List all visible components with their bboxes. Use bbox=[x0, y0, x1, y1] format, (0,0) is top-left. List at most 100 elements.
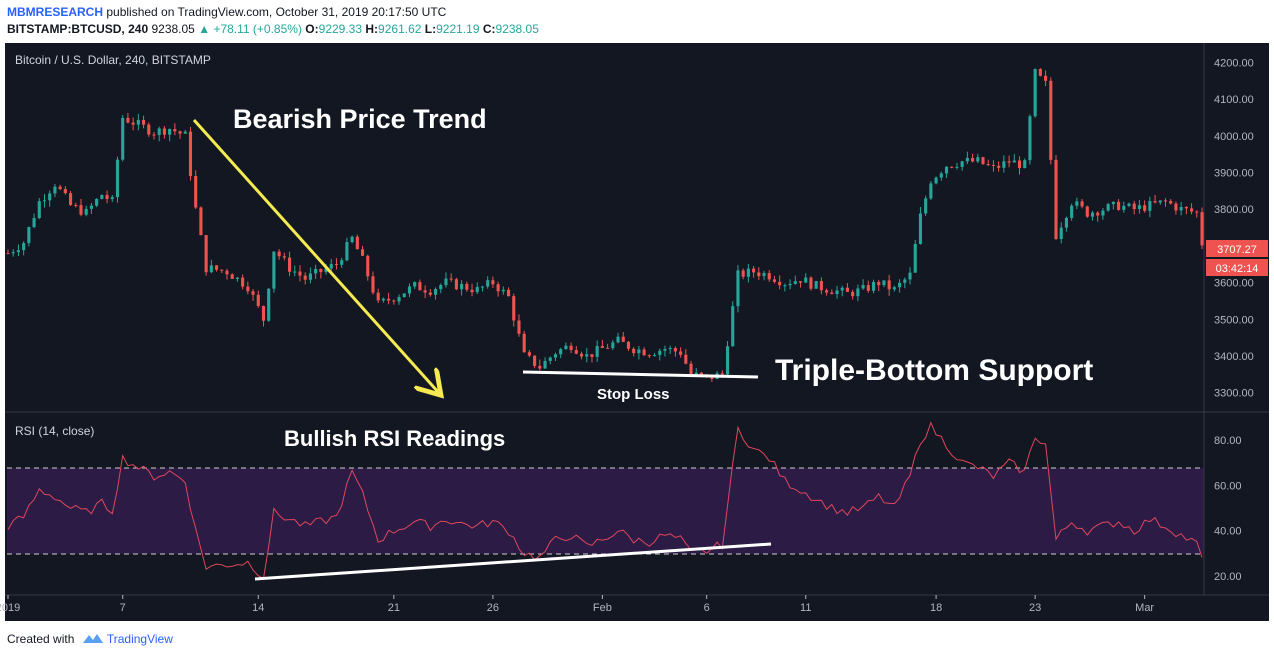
candle-body bbox=[772, 279, 777, 282]
candle-body bbox=[350, 236, 354, 243]
candle-body bbox=[1106, 204, 1110, 211]
candle-body bbox=[1075, 201, 1079, 206]
tradingview-link[interactable]: TradingView bbox=[106, 632, 173, 646]
price-tick-label: 3300.00 bbox=[1214, 388, 1254, 400]
candle-body bbox=[314, 268, 318, 274]
candle-body bbox=[142, 119, 146, 125]
price-axis[interactable]: 4200.004100.004000.003900.003800.003700.… bbox=[1214, 57, 1254, 399]
rsi-line bbox=[7, 421, 1203, 580]
candle-body bbox=[898, 282, 902, 288]
candle-body bbox=[825, 290, 829, 293]
candle-body bbox=[553, 354, 558, 358]
candle-body bbox=[298, 271, 302, 276]
candle-body bbox=[814, 281, 818, 289]
candle-body bbox=[303, 275, 307, 280]
time-tick-label: 21 bbox=[388, 602, 400, 614]
candle-body bbox=[1117, 201, 1121, 210]
support-line[interactable] bbox=[522, 370, 759, 379]
candle-body bbox=[355, 236, 359, 250]
candle-body bbox=[48, 193, 52, 201]
countdown-tag bbox=[1206, 259, 1268, 276]
symbol-label: BITSTAMP:BTCUSD, 240 bbox=[7, 22, 149, 36]
candle-body bbox=[960, 161, 964, 167]
time-axis[interactable]: 2019 7 14 21 26 Feb 6 11 18 23 Mar bbox=[0, 595, 1154, 614]
candle-body bbox=[997, 165, 1001, 168]
candle-body bbox=[783, 285, 787, 287]
candle-body bbox=[1038, 69, 1042, 76]
candle-body bbox=[866, 285, 870, 291]
candle-body bbox=[632, 348, 636, 354]
candle-body bbox=[658, 350, 662, 356]
candle-body bbox=[42, 200, 47, 202]
time-tick-label: 11 bbox=[800, 602, 811, 614]
candle-body bbox=[1190, 208, 1194, 212]
candle-body bbox=[1184, 207, 1188, 209]
candle-body bbox=[543, 360, 547, 369]
created-with-text: Created with bbox=[7, 632, 75, 646]
candle-body bbox=[392, 300, 396, 302]
bearish-trend-arrow[interactable] bbox=[192, 118, 439, 393]
candle-body bbox=[1179, 207, 1183, 211]
candle-body bbox=[6, 253, 10, 255]
candle-body bbox=[798, 281, 803, 283]
candle-body bbox=[74, 204, 78, 206]
candle-body bbox=[725, 346, 730, 375]
candle-body bbox=[918, 213, 923, 244]
candle-body bbox=[491, 280, 495, 285]
candle-body bbox=[1148, 201, 1152, 211]
ohlc-legend: BITSTAMP:BTCUSD, 240 9238.05 ▲ +78.11 (+… bbox=[7, 22, 539, 36]
candle-body bbox=[209, 265, 213, 273]
candle-body bbox=[1195, 211, 1199, 213]
candle-body bbox=[183, 131, 187, 134]
bearish-trend-label: Bearish Price Trend bbox=[233, 104, 487, 134]
candle-body bbox=[501, 289, 505, 292]
candle-body bbox=[934, 177, 938, 184]
candle-body bbox=[736, 270, 740, 307]
triple-bottom-label: Triple-Bottom Support bbox=[775, 354, 1093, 387]
rsi-trend-line[interactable] bbox=[254, 542, 772, 581]
candle-body bbox=[637, 349, 641, 354]
candle-body bbox=[924, 198, 928, 214]
candle-body bbox=[971, 157, 975, 162]
rsi-band bbox=[7, 468, 1204, 554]
candle-body bbox=[460, 283, 464, 290]
candle-body bbox=[22, 243, 26, 251]
candle-body bbox=[517, 320, 521, 334]
candle-body bbox=[877, 281, 881, 286]
time-tick-label: 2019 bbox=[0, 602, 20, 614]
candle-body bbox=[220, 269, 224, 271]
candle-body bbox=[1049, 80, 1053, 160]
price-tick-label: 4200.00 bbox=[1214, 57, 1254, 69]
candle-body bbox=[1044, 75, 1048, 81]
close-label: C: bbox=[482, 22, 496, 36]
price-tick-label: 3400.00 bbox=[1214, 351, 1254, 363]
candle-body bbox=[741, 270, 745, 277]
candle-body bbox=[84, 208, 88, 215]
rsi-axis[interactable]: 80.00 60.00 40.00 20.00 bbox=[1214, 435, 1242, 583]
candle-body bbox=[1174, 203, 1178, 211]
candle-body bbox=[496, 284, 500, 292]
price-tick-label: 3800.00 bbox=[1214, 204, 1254, 216]
candle-body bbox=[486, 280, 490, 287]
candle-body bbox=[1023, 160, 1027, 169]
candle-body bbox=[152, 134, 156, 136]
candle-body bbox=[595, 345, 599, 357]
candle-body bbox=[1111, 201, 1115, 205]
author-link[interactable]: MBMRESEARCH bbox=[7, 5, 103, 19]
candle-body bbox=[626, 341, 631, 349]
candle-body bbox=[642, 349, 646, 356]
candle-body bbox=[162, 128, 166, 135]
candle-body bbox=[559, 349, 563, 355]
candle-body bbox=[1158, 200, 1162, 203]
candle-body bbox=[340, 260, 344, 265]
candle-body bbox=[574, 350, 578, 354]
last-price-tag-text: 3707.27 bbox=[1217, 244, 1257, 256]
candle-body bbox=[652, 355, 657, 357]
candle-body bbox=[1085, 206, 1089, 217]
candle-body bbox=[63, 189, 67, 194]
candle-body bbox=[1070, 205, 1074, 218]
candle-body bbox=[1096, 212, 1100, 216]
candle-body bbox=[267, 288, 271, 321]
time-tick-label: 14 bbox=[252, 602, 264, 614]
